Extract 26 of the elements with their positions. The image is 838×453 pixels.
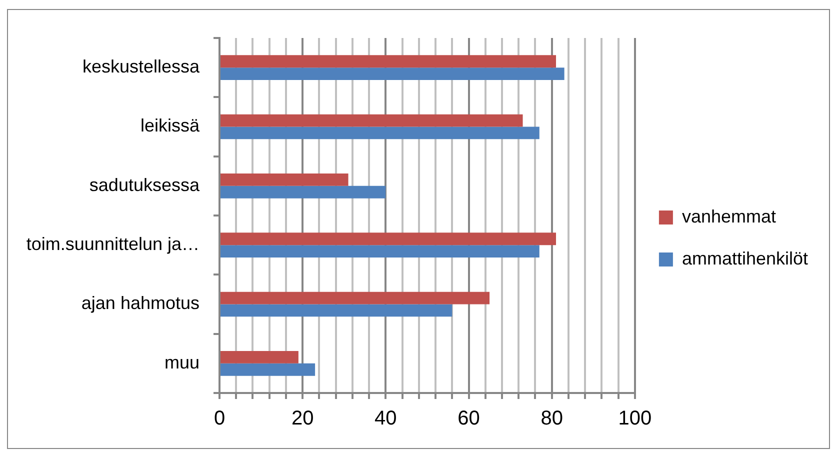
x-tick-label: 20	[291, 408, 314, 430]
bar	[220, 68, 564, 80]
y-tick-label: leikissä	[140, 116, 200, 136]
y-tick-label: ajan hahmotus	[81, 293, 200, 314]
x-tick-label: 40	[374, 408, 397, 430]
bar	[220, 126, 540, 140]
x-tick-label: 80	[540, 408, 563, 430]
bar	[220, 232, 556, 246]
y-tick-label: toim.suunnittelun ja…	[26, 234, 200, 254]
legend-label: ammattihenkilöt	[682, 248, 808, 268]
bar	[220, 363, 316, 376]
x-tick-label: 100	[618, 408, 652, 430]
y-tick-label: sadutuksessa	[89, 174, 200, 195]
legend-label: vanhemmat	[682, 206, 776, 226]
bar	[220, 173, 348, 186]
bar	[220, 55, 556, 68]
x-tick-label: 0	[214, 408, 226, 430]
bar	[220, 350, 298, 364]
bar	[220, 114, 523, 127]
y-tick-label: muu	[164, 352, 200, 372]
bar	[220, 245, 540, 258]
y-tick-label: keskustellessa	[82, 56, 200, 77]
bar	[220, 186, 386, 198]
bar	[220, 304, 452, 317]
x-tick-label: 60	[458, 408, 480, 430]
bar	[220, 292, 490, 304]
